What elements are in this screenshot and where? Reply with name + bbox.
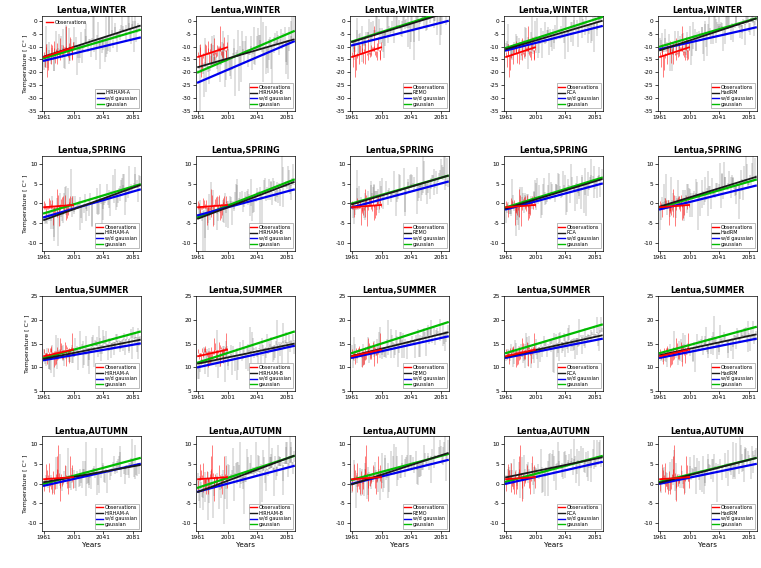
Title: Lentua,AUTUMN: Lentua,AUTUMN bbox=[209, 427, 282, 436]
Legend: Observations, HadRM, w/d gaussian, gaussian: Observations, HadRM, w/d gaussian, gauss… bbox=[711, 223, 755, 248]
Title: Lentua,SPRING: Lentua,SPRING bbox=[212, 147, 280, 155]
Title: Lentua,WINTER: Lentua,WINTER bbox=[673, 6, 743, 15]
Legend: Observations, RCA, w/d gaussian, gaussian: Observations, RCA, w/d gaussian, gaussia… bbox=[557, 83, 600, 108]
Legend: Observations, HIRHAM-B, w/d gaussian, gaussian: Observations, HIRHAM-B, w/d gaussian, ga… bbox=[249, 223, 293, 248]
Title: Lentua,SPRING: Lentua,SPRING bbox=[519, 147, 587, 155]
Legend: Observations, RCA, w/d gaussian, gaussian: Observations, RCA, w/d gaussian, gaussia… bbox=[557, 364, 600, 389]
Legend: Observations, HIRHAM-A, w/d gaussian, gaussian: Observations, HIRHAM-A, w/d gaussian, ga… bbox=[94, 223, 139, 248]
Title: Lentua,SUMMER: Lentua,SUMMER bbox=[516, 286, 591, 295]
Legend: Observations, HIRHAM-A, w/d gaussian, gaussian: Observations, HIRHAM-A, w/d gaussian, ga… bbox=[94, 364, 139, 389]
Legend: Observations, HIRHAM-A, w/d gaussian, gaussian: Observations, HIRHAM-A, w/d gaussian, ga… bbox=[94, 504, 139, 529]
Legend: HIRHAM-A, w/d gaussian, gaussian: HIRHAM-A, w/d gaussian, gaussian bbox=[95, 89, 139, 108]
Legend: Observations, HadRM, w/d gaussian, gaussian: Observations, HadRM, w/d gaussian, gauss… bbox=[711, 364, 755, 389]
Title: Lentua,WINTER: Lentua,WINTER bbox=[365, 6, 435, 15]
Legend: Observations, HIRHAM-B, w/d gaussian, gaussian: Observations, HIRHAM-B, w/d gaussian, ga… bbox=[249, 364, 293, 389]
Y-axis label: Temperature [ C° ]: Temperature [ C° ] bbox=[23, 174, 28, 233]
Legend: Observations, REMO, w/d gaussian, gaussian: Observations, REMO, w/d gaussian, gaussi… bbox=[403, 504, 447, 529]
Legend: Observations, RCA, w/d gaussian, gaussian: Observations, RCA, w/d gaussian, gaussia… bbox=[557, 223, 600, 248]
Title: Lentua,AUTUMN: Lentua,AUTUMN bbox=[362, 427, 437, 436]
Y-axis label: Temperature [ C° ]: Temperature [ C° ] bbox=[23, 454, 28, 513]
Title: Lentua,AUTUMN: Lentua,AUTUMN bbox=[670, 427, 744, 436]
Legend: Observations, HIRHAM-B, w/d gaussian, gaussian: Observations, HIRHAM-B, w/d gaussian, ga… bbox=[249, 83, 293, 108]
Title: Lentua,SUMMER: Lentua,SUMMER bbox=[54, 286, 129, 295]
Legend: Observations, RCA, w/d gaussian, gaussian: Observations, RCA, w/d gaussian, gaussia… bbox=[557, 504, 600, 529]
Legend: Observations, REMO, w/d gaussian, gaussian: Observations, REMO, w/d gaussian, gaussi… bbox=[403, 223, 447, 248]
X-axis label: Years: Years bbox=[82, 542, 101, 548]
Title: Lentua,WINTER: Lentua,WINTER bbox=[210, 6, 281, 15]
Title: Lentua,SPRING: Lentua,SPRING bbox=[673, 147, 742, 155]
Title: Lentua,WINTER: Lentua,WINTER bbox=[518, 6, 589, 15]
Legend: Observations, HadRM, w/d gaussian, gaussian: Observations, HadRM, w/d gaussian, gauss… bbox=[711, 83, 755, 108]
Title: Lentua,WINTER: Lentua,WINTER bbox=[56, 6, 126, 15]
X-axis label: Years: Years bbox=[236, 542, 255, 548]
Y-axis label: Temperature [ C° ]: Temperature [ C° ] bbox=[25, 314, 30, 373]
X-axis label: Years: Years bbox=[544, 542, 563, 548]
Title: Lentua,SUMMER: Lentua,SUMMER bbox=[670, 286, 745, 295]
Title: Lentua,SPRING: Lentua,SPRING bbox=[365, 147, 434, 155]
Title: Lentua,AUTUMN: Lentua,AUTUMN bbox=[55, 427, 129, 436]
Legend: Observations, REMO, w/d gaussian, gaussian: Observations, REMO, w/d gaussian, gaussi… bbox=[403, 364, 447, 389]
Legend: Observations, HadRM, w/d gaussian, gaussian: Observations, HadRM, w/d gaussian, gauss… bbox=[711, 504, 755, 529]
X-axis label: Years: Years bbox=[390, 542, 409, 548]
X-axis label: Years: Years bbox=[698, 542, 717, 548]
Legend: Observations, REMO, w/d gaussian, gaussian: Observations, REMO, w/d gaussian, gaussi… bbox=[403, 83, 447, 108]
Title: Lentua,SPRING: Lentua,SPRING bbox=[57, 147, 126, 155]
Title: Lentua,AUTUMN: Lentua,AUTUMN bbox=[517, 427, 591, 436]
Title: Lentua,SUMMER: Lentua,SUMMER bbox=[209, 286, 283, 295]
Title: Lentua,SUMMER: Lentua,SUMMER bbox=[362, 286, 437, 295]
Y-axis label: Temperature [ C° ]: Temperature [ C° ] bbox=[23, 34, 28, 93]
Legend: Observations, HIRHAM-B, w/d gaussian, gaussian: Observations, HIRHAM-B, w/d gaussian, ga… bbox=[249, 504, 293, 529]
